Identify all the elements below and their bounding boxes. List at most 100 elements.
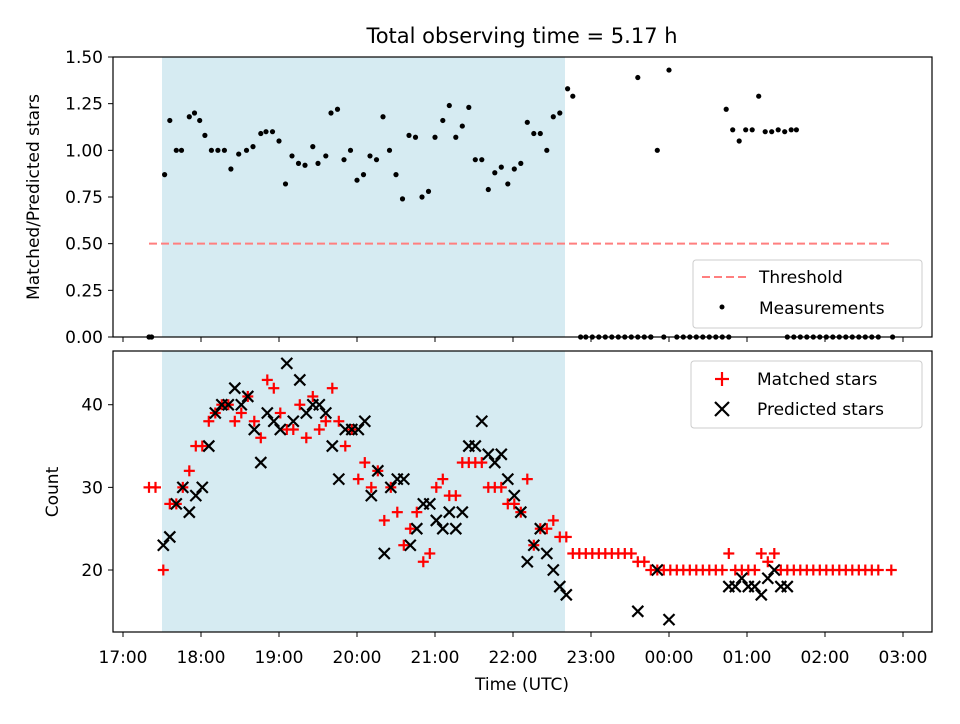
- measurement-point: [524, 119, 530, 125]
- measurement-point: [289, 153, 295, 159]
- top-y-tick-label: 1.00: [65, 141, 103, 161]
- matched-point: [313, 424, 325, 436]
- predicted-point: [662, 613, 676, 626]
- measurement-point: [635, 74, 641, 81]
- measurement-point: [505, 181, 511, 187]
- matched-point: [476, 457, 488, 469]
- measurement-point: [302, 162, 308, 168]
- matched-point: [495, 481, 507, 493]
- predicted-point: [365, 489, 378, 502]
- measurement-point: [406, 132, 412, 138]
- predicted-point: [768, 563, 781, 577]
- matched-point: [150, 481, 161, 493]
- measurement-point: [756, 93, 762, 99]
- predicted-point: [443, 505, 456, 519]
- matched-point: [203, 415, 215, 427]
- top-y-tick-label: 0.50: [65, 235, 103, 255]
- predicted-point: [410, 522, 424, 535]
- measurement-point: [191, 110, 198, 116]
- legend-threshold-label: Threshold: [758, 268, 843, 288]
- measurement-point: [347, 147, 354, 153]
- matched-point: [326, 382, 338, 394]
- predicted-point: [430, 514, 443, 527]
- measurement-point: [472, 157, 478, 163]
- top-panel: 0.00 0.25 0.50 0.75 1.00 1.25 1.50 Matched/Pre…: [24, 48, 933, 348]
- matched-point: [157, 564, 169, 576]
- bottom-x-tick-label: 23:00: [567, 648, 616, 668]
- measurement-point: [393, 172, 399, 178]
- matched-point: [723, 547, 735, 559]
- matched-point: [333, 415, 345, 427]
- measurement-point: [197, 117, 203, 124]
- matched-point: [560, 531, 572, 543]
- bottom-x-tick-label: 02:00: [801, 648, 850, 668]
- top-y-axis: 0.00 0.25 0.50 0.75 1.00 1.25 1.50: [65, 48, 113, 348]
- matched-points: [143, 374, 897, 576]
- predicted-point: [222, 398, 235, 411]
- top-y-tick-label: 1.50: [65, 48, 103, 68]
- predicted-points: [157, 357, 794, 626]
- measurement-point: [186, 114, 192, 120]
- matched-point: [359, 457, 371, 469]
- matched-point: [430, 481, 442, 493]
- predicted-point: [456, 505, 469, 519]
- matched-point: [638, 556, 650, 568]
- matched-point: [521, 473, 533, 485]
- measurement-point: [178, 147, 185, 153]
- top-axes-frame: [112, 56, 933, 338]
- predicted-point: [436, 522, 450, 535]
- legend-predicted-label: Predicted stars: [757, 400, 884, 420]
- measurement-point: [666, 67, 672, 73]
- matched-point: [450, 490, 462, 502]
- top-y-axis-label: Matched/Predicted stars: [24, 94, 44, 300]
- top-y-tick-label: 0.00: [65, 328, 103, 348]
- measurement-point: [250, 144, 256, 150]
- bottom-x-tick-label: 21:00: [411, 648, 460, 668]
- matched-point: [508, 498, 520, 510]
- matched-point: [229, 415, 241, 427]
- measurement-point: [743, 127, 749, 133]
- predicted-point: [534, 522, 547, 535]
- bottom-x-tick-label: 20:00: [333, 648, 382, 668]
- matched-point: [196, 440, 208, 452]
- predicted-point: [358, 414, 372, 428]
- measurement-point: [565, 86, 571, 92]
- matched-point: [339, 440, 351, 452]
- matched-point: [716, 564, 728, 576]
- top-y-tick-label: 0.25: [65, 281, 103, 301]
- bottom-x-axis-label: Time (UTC): [474, 675, 569, 695]
- matched-point: [248, 415, 260, 427]
- matched-point: [235, 407, 247, 419]
- legend-measurements-swatch: [719, 304, 725, 310]
- matched-point: [404, 523, 416, 535]
- measurement-point: [167, 117, 173, 124]
- matched-point: [755, 547, 767, 559]
- measurement-point: [762, 129, 768, 135]
- measurement-point: [537, 130, 543, 137]
- predicted-point: [319, 406, 333, 420]
- measurement-point: [399, 196, 406, 202]
- predicted-point: [300, 406, 313, 420]
- measurement-point: [282, 181, 289, 187]
- measurement-point: [775, 127, 781, 133]
- measurement-point: [228, 166, 234, 172]
- measurement-point: [440, 117, 446, 124]
- predicted-point: [235, 398, 248, 411]
- matched-point: [762, 556, 774, 568]
- predicted-point: [482, 448, 495, 461]
- bottom-y-tick-label: 20: [81, 561, 103, 581]
- predicted-point: [540, 547, 554, 560]
- predicted-point: [735, 572, 749, 585]
- top-shaded-window: [162, 57, 565, 337]
- predicted-point: [449, 522, 463, 535]
- matched-point: [437, 473, 449, 485]
- measurement-point: [276, 138, 282, 144]
- predicted-point: [293, 373, 307, 387]
- measurement-point: [788, 127, 794, 133]
- measurement-point: [202, 132, 208, 138]
- matched-point: [885, 564, 897, 576]
- predicted-point: [163, 530, 177, 544]
- measurement-point: [334, 106, 341, 112]
- predicted-point: [287, 414, 300, 428]
- measurement-point: [492, 170, 498, 176]
